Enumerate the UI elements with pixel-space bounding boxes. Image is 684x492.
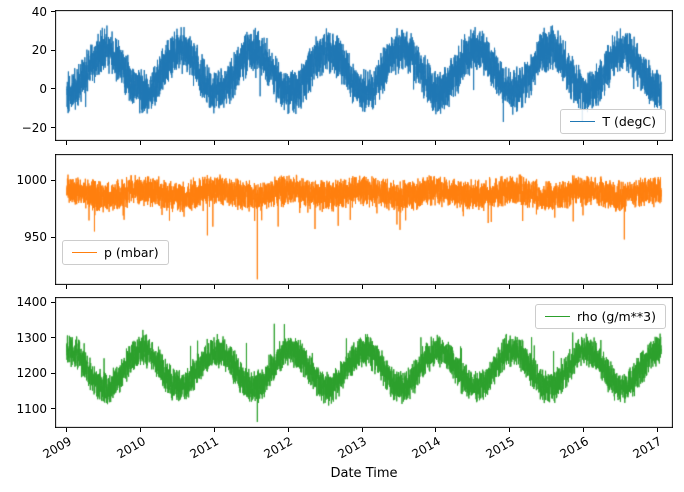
y-tick-label: 1200: [16, 366, 47, 381]
y-tick-mark: [51, 236, 55, 238]
x-tick-mark: [583, 141, 585, 145]
x-tick-mark: [361, 428, 363, 432]
x-tick-label: 2016: [557, 434, 591, 462]
subplot-density: rho (g/m**3) 1100 1200 1300 1400 2009 2010 201…: [16, 295, 673, 461]
x-tick-mark: [361, 141, 363, 145]
y-tick-label: 1400: [16, 295, 47, 310]
legend-label-pressure: p (mbar): [104, 245, 159, 260]
x-tick-label: 2009: [40, 434, 74, 462]
x-axis-title: Date Time: [330, 466, 398, 481]
legend-temperature: T (degC): [560, 109, 666, 134]
y-tick-label: 1300: [16, 330, 47, 345]
x-tick-label: 2013: [335, 434, 370, 462]
x-tick-mark: [509, 428, 511, 432]
y-tick-mark: [51, 301, 55, 303]
y-tick-mark: [51, 11, 55, 13]
x-tick-mark: [213, 428, 215, 432]
subplot-temperature: T (degC) −20 0 20 40: [22, 5, 673, 145]
legend-pressure: p (mbar): [62, 240, 169, 265]
x-tick-mark: [656, 141, 658, 145]
x-tick-mark: [140, 141, 142, 145]
legend-label-temperature: T (degC): [602, 114, 656, 129]
x-tick-label: 2012: [261, 434, 296, 462]
x-tick-mark: [66, 141, 68, 145]
x-tick-label: 2014: [409, 434, 443, 462]
x-tick-mark: [140, 428, 142, 432]
x-tick-mark: [656, 285, 658, 289]
x-tick-mark: [213, 141, 215, 145]
y-tick-label: 20: [31, 43, 47, 58]
y-tick-mark: [51, 179, 55, 181]
legend-line-sample: [570, 121, 596, 122]
x-tick-mark: [435, 428, 437, 432]
x-tick-mark: [287, 428, 289, 432]
y-tick-mark: [51, 127, 55, 128]
x-tick-label: 2010: [114, 434, 148, 462]
x-tick-mark: [287, 285, 289, 289]
y-tick-mark: [51, 337, 55, 339]
x-tick-label: 2011: [188, 434, 222, 462]
y-tick-label: 0: [39, 81, 47, 96]
y-tick-mark: [51, 49, 55, 51]
y-tick-label: 1000: [16, 173, 47, 188]
x-tick-mark: [140, 285, 142, 289]
y-tick-mark: [51, 408, 55, 410]
x-tick-mark: [66, 285, 68, 289]
legend-line-sample: [72, 252, 97, 253]
x-tick-mark: [583, 285, 585, 289]
x-tick-mark: [361, 285, 363, 289]
x-tick-mark: [287, 141, 289, 145]
x-tick-mark: [509, 285, 511, 289]
y-tick-mark: [51, 372, 55, 374]
x-tick-label: 2017: [631, 434, 665, 462]
y-tick-label: −20: [21, 120, 47, 135]
x-tick-mark: [213, 285, 215, 289]
x-tick-label: 2015: [483, 434, 517, 462]
y-tick-mark: [51, 88, 55, 90]
x-tick-mark: [509, 141, 511, 145]
x-tick-mark: [583, 428, 585, 432]
x-tick-mark: [656, 428, 658, 432]
subplot-pressure: p (mbar) 950 1000: [16, 154, 673, 289]
legend-label-density: rho (g/m**3): [577, 309, 656, 324]
legend-line-sample: [545, 316, 570, 317]
pressure-series-canvas: [55, 154, 673, 285]
y-tick-label: 1100: [16, 401, 47, 416]
x-tick-mark: [435, 141, 437, 145]
y-tick-label: 40: [31, 4, 47, 19]
x-tick-mark: [66, 428, 68, 432]
y-tick-label: 950: [24, 230, 47, 245]
x-tick-mark: [435, 285, 437, 289]
legend-density: rho (g/m**3): [535, 304, 666, 329]
